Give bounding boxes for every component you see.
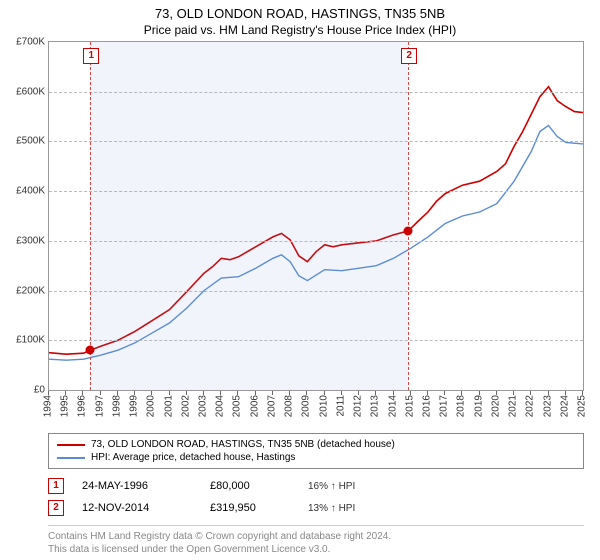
x-tick-label: 2016 xyxy=(421,395,432,417)
chart-subtitle: Price paid vs. HM Land Registry's House … xyxy=(0,21,600,41)
x-tick-label: 2024 xyxy=(559,395,570,417)
x-tick-label: 2021 xyxy=(508,395,519,417)
shade-band xyxy=(90,42,408,390)
plot-area: £0£100K£200K£300K£400K£500K£600K£700K12 xyxy=(48,41,584,391)
y-tick-label: £300K xyxy=(16,235,49,246)
footer: Contains HM Land Registry data © Crown c… xyxy=(48,525,584,556)
x-tick-label: 1996 xyxy=(77,395,88,417)
x-tick-label: 2025 xyxy=(577,395,588,417)
x-tick-label: 2018 xyxy=(456,395,467,417)
event-dot xyxy=(86,346,95,355)
x-tick-label: 2019 xyxy=(473,395,484,417)
event-date: 24-MAY-1996 xyxy=(82,480,192,492)
x-tick-label: 1997 xyxy=(94,395,105,417)
x-tick-label: 2002 xyxy=(180,395,191,417)
x-tick-label: 2023 xyxy=(542,395,553,417)
y-tick-label: £600K xyxy=(16,86,49,97)
y-tick-label: £700K xyxy=(16,37,49,48)
y-tick-label: £200K xyxy=(16,285,49,296)
footer-line: Contains HM Land Registry data © Crown c… xyxy=(48,530,584,543)
event-index-box: 1 xyxy=(48,478,64,494)
figure: 73, OLD LONDON ROAD, HASTINGS, TN35 5NB … xyxy=(0,0,600,560)
event-dot xyxy=(404,226,413,235)
event-hpi: 16% ↑ HPI xyxy=(308,481,355,492)
chart-title: 73, OLD LONDON ROAD, HASTINGS, TN35 5NB xyxy=(0,0,600,21)
x-tick-label: 2001 xyxy=(163,395,174,417)
y-tick-label: £400K xyxy=(16,186,49,197)
x-tick-label: 2006 xyxy=(249,395,260,417)
legend-swatch xyxy=(57,444,85,446)
x-tick-label: 2012 xyxy=(353,395,364,417)
event-hpi: 13% ↑ HPI xyxy=(308,503,355,514)
event-row: 1 24-MAY-1996 £80,000 16% ↑ HPI xyxy=(48,475,584,497)
x-tick-label: 2022 xyxy=(525,395,536,417)
x-tick-label: 2015 xyxy=(404,395,415,417)
footer-line: This data is licensed under the Open Gov… xyxy=(48,543,584,556)
legend-label: 73, OLD LONDON ROAD, HASTINGS, TN35 5NB … xyxy=(91,439,395,450)
legend-item: HPI: Average price, detached house, Hast… xyxy=(57,451,575,464)
legend-swatch xyxy=(57,457,85,459)
x-tick-label: 2010 xyxy=(318,395,329,417)
x-tick-label: 2005 xyxy=(232,395,243,417)
event-row: 2 12-NOV-2014 £319,950 13% ↑ HPI xyxy=(48,497,584,519)
x-tick-label: 2008 xyxy=(284,395,295,417)
x-tick-label: 2009 xyxy=(301,395,312,417)
x-tick-label: 1995 xyxy=(60,395,71,417)
y-tick-label: £500K xyxy=(16,136,49,147)
x-tick-label: 1994 xyxy=(43,395,54,417)
events-table: 1 24-MAY-1996 £80,000 16% ↑ HPI 2 12-NOV-2014… xyxy=(48,475,584,519)
x-tick-label: 2003 xyxy=(198,395,209,417)
legend-label: HPI: Average price, detached house, Hast… xyxy=(91,452,295,463)
legend: 73, OLD LONDON ROAD, HASTINGS, TN35 5NB … xyxy=(48,433,584,469)
x-tick-label: 2011 xyxy=(335,395,346,417)
event-marker-box: 2 xyxy=(401,48,417,64)
x-tick-label: 2007 xyxy=(266,395,277,417)
event-vline xyxy=(90,42,91,390)
event-vline xyxy=(408,42,409,390)
x-tick-label: 2020 xyxy=(490,395,501,417)
event-price: £80,000 xyxy=(210,480,290,492)
y-tick-label: £0 xyxy=(34,385,49,396)
y-tick-label: £100K xyxy=(16,335,49,346)
event-price: £319,950 xyxy=(210,502,290,514)
event-index-box: 2 xyxy=(48,500,64,516)
x-axis: 1994199519961997199819992000200120022003… xyxy=(48,391,584,431)
x-tick-label: 2017 xyxy=(439,395,450,417)
event-marker-box: 1 xyxy=(83,48,99,64)
legend-item: 73, OLD LONDON ROAD, HASTINGS, TN35 5NB … xyxy=(57,438,575,451)
x-tick-label: 2014 xyxy=(387,395,398,417)
x-tick-label: 2000 xyxy=(146,395,157,417)
x-tick-label: 2004 xyxy=(215,395,226,417)
x-tick-label: 1999 xyxy=(129,395,140,417)
x-tick-label: 2013 xyxy=(370,395,381,417)
x-tick-label: 1998 xyxy=(111,395,122,417)
event-date: 12-NOV-2014 xyxy=(82,502,192,514)
